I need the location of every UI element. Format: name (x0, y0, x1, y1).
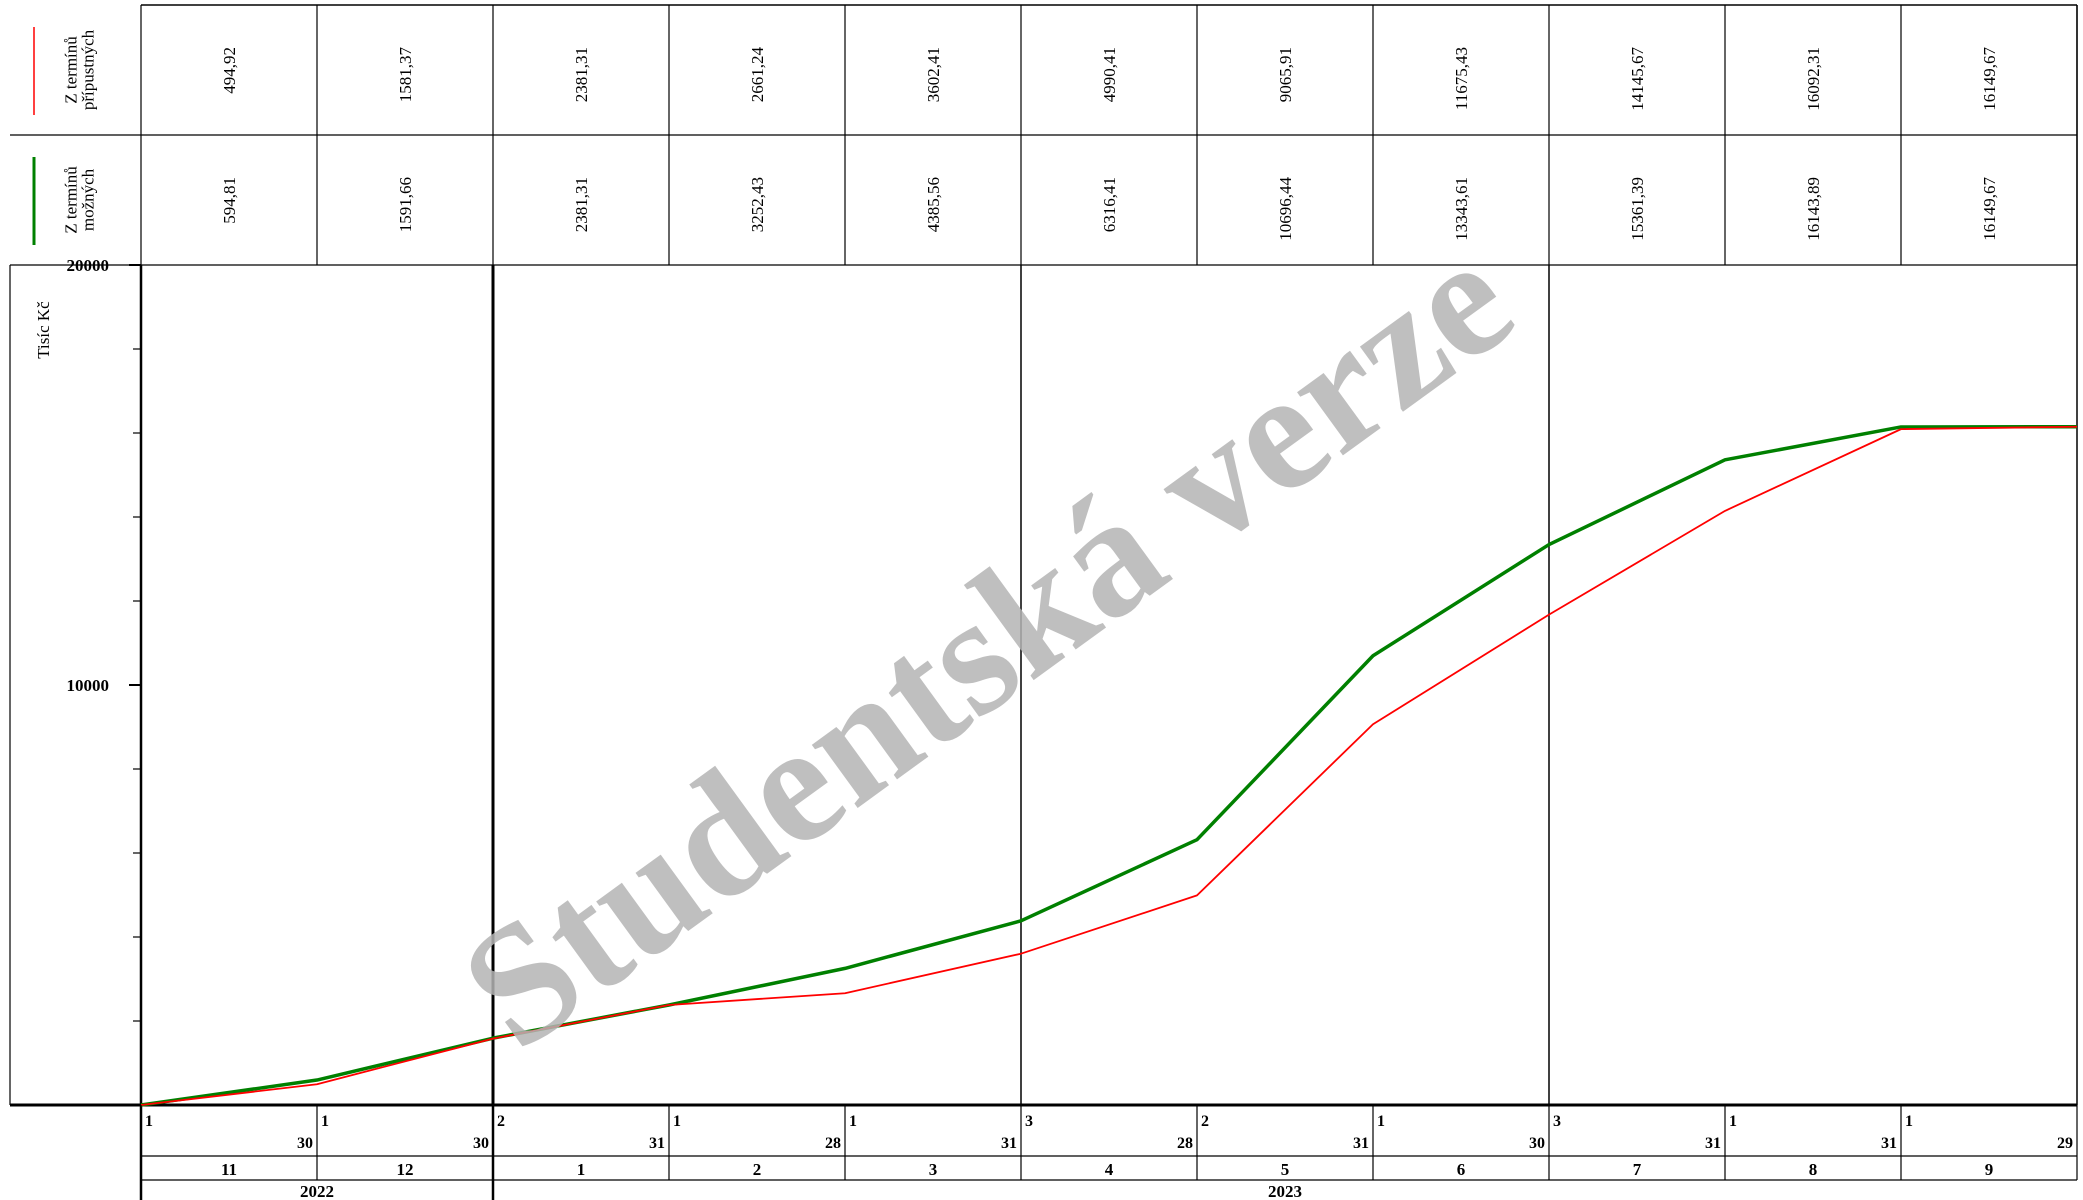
month-label: 4 (1105, 1160, 1114, 1179)
header-value-text: 594,81 (220, 177, 239, 224)
period-start-day: 3 (1025, 1113, 1033, 1130)
watermark-text: Studentská verze (429, 203, 1544, 1085)
header-value-text: 4385,56 (924, 177, 943, 232)
header-value-label: 1591,66 (396, 177, 415, 232)
header-value-text: 16143,89 (1804, 177, 1823, 241)
header-value-text: 16149,67 (1980, 47, 1999, 111)
header-value-label: 6316,41 (1100, 177, 1119, 232)
header-value-label: 10696,44 (1276, 177, 1295, 241)
header-value-label: 9065,91 (1276, 47, 1295, 102)
period-start-day: 1 (321, 1113, 329, 1130)
period-start-day: 1 (673, 1113, 681, 1130)
header-value-label: 15361,39 (1628, 177, 1647, 241)
header-value-label: 14145,67 (1628, 47, 1647, 111)
y-axis-title-group: Tisíc Kč (34, 301, 53, 359)
header-value-text: 2381,31 (572, 47, 591, 102)
legend-series-name: přípustných (79, 29, 98, 110)
period-start-day: 1 (1905, 1113, 1913, 1130)
legend-series-name: možných (79, 168, 98, 231)
month-label: 12 (397, 1160, 414, 1179)
header-value-label: 2381,31 (572, 47, 591, 102)
header-value-label: 3252,43 (748, 177, 767, 232)
header-value-label: 16092,31 (1804, 47, 1823, 111)
period-end-day: 31 (1881, 1135, 1897, 1152)
legend-series-name: Z termínů (62, 36, 81, 104)
header-value-label: 2381,31 (572, 177, 591, 232)
month-label: 8 (1809, 1160, 1818, 1179)
legend-series-name: Z termínů (62, 166, 81, 234)
month-label: 1 (577, 1160, 586, 1179)
period-start-day: 1 (1377, 1113, 1385, 1130)
period-start-day: 2 (1201, 1113, 1209, 1130)
period-end-day: 31 (1705, 1135, 1721, 1152)
header-value-text: 10696,44 (1276, 177, 1295, 241)
header-value-text: 9065,91 (1276, 47, 1295, 102)
month-label: 6 (1457, 1160, 1466, 1179)
header-value-text: 1591,66 (396, 177, 415, 232)
period-start-day: 1 (849, 1113, 857, 1130)
header-value-text: 4990,41 (1100, 47, 1119, 102)
header-value-label: 4385,56 (924, 177, 943, 232)
month-label: 9 (1985, 1160, 1994, 1179)
period-start-day: 2 (497, 1113, 505, 1130)
y-tick-label: 10000 (67, 676, 110, 695)
header-value-text: 15361,39 (1628, 177, 1647, 241)
header-value-label: 13343,61 (1452, 177, 1471, 241)
header-value-label: 11675,43 (1452, 47, 1471, 110)
month-label: 2 (753, 1160, 762, 1179)
header-value-label: 3602,41 (924, 47, 943, 102)
period-end-day: 31 (649, 1135, 665, 1152)
period-end-day: 30 (297, 1135, 313, 1152)
period-end-day: 30 (1529, 1135, 1545, 1152)
month-label: 11 (221, 1160, 237, 1179)
header-value-text: 3602,41 (924, 47, 943, 102)
period-end-day: 29 (2057, 1135, 2073, 1152)
header-value-label: 494,92 (220, 47, 239, 94)
period-start-day: 1 (145, 1113, 153, 1130)
period-start-day: 1 (1729, 1113, 1737, 1130)
header-value-text: 1581,37 (396, 47, 415, 103)
period-end-day: 31 (1353, 1135, 1369, 1152)
header-value-label: 4990,41 (1100, 47, 1119, 102)
month-label: 7 (1633, 1160, 1642, 1179)
header-value-text: 11675,43 (1452, 47, 1471, 110)
header-value-text: 3252,43 (748, 177, 767, 232)
period-end-day: 30 (473, 1135, 489, 1152)
header-value-text: 16092,31 (1804, 47, 1823, 111)
month-label: 5 (1281, 1160, 1290, 1179)
header-value-text: 16149,67 (1980, 177, 1999, 241)
header-value-text: 2381,31 (572, 177, 591, 232)
period-end-day: 28 (825, 1135, 841, 1152)
header-value-text: 13343,61 (1452, 177, 1471, 241)
header-value-text: 14145,67 (1628, 47, 1647, 111)
year-label: 2022 (300, 1182, 334, 1200)
header-value-text: 2661,24 (748, 47, 767, 103)
period-end-day: 28 (1177, 1135, 1193, 1152)
header-value-label: 16143,89 (1804, 177, 1823, 241)
watermark-group: Studentská verze (429, 203, 1544, 1085)
header-value-label: 2661,24 (748, 47, 767, 103)
y-tick-label: 20000 (67, 256, 110, 275)
header-value-text: 494,92 (220, 47, 239, 94)
series-line-red (140, 425, 2078, 1106)
month-label: 3 (929, 1160, 938, 1179)
period-end-day: 31 (1001, 1135, 1017, 1152)
year-label: 2023 (1268, 1182, 1302, 1200)
y-axis-title: Tisíc Kč (34, 301, 53, 359)
period-start-day: 3 (1553, 1113, 1561, 1130)
header-value-label: 16149,67 (1980, 47, 1999, 111)
header-value-label: 1581,37 (396, 47, 415, 103)
header-value-text: 6316,41 (1100, 177, 1119, 232)
header-value-label: 594,81 (220, 177, 239, 224)
series-line-green (140, 424, 2078, 1107)
header-value-label: 16149,67 (1980, 177, 1999, 241)
